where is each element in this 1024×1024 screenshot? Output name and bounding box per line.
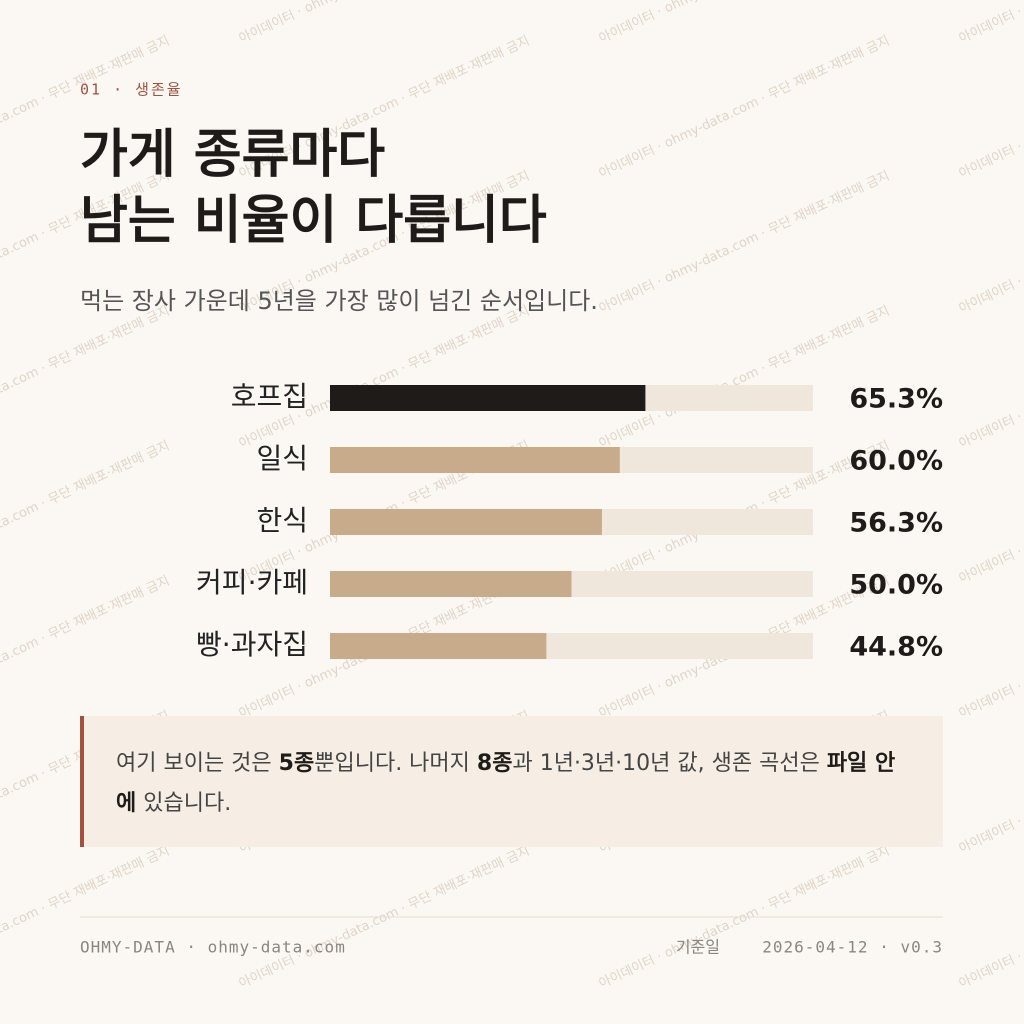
value-label: 44.8% — [849, 632, 943, 663]
note-text: 있습니다. — [136, 791, 232, 816]
title-line: 가게 종류마다 — [80, 125, 385, 185]
bar — [330, 633, 547, 659]
footer-date-label: 기준일 — [676, 938, 720, 957]
note-box: 여기 보이는 것은 5종뿐입니다. 나머지 8종과 1년·3년·10년 값, 생… — [80, 716, 943, 847]
note-emphasis: 5종 — [278, 751, 315, 776]
bar — [330, 447, 620, 473]
value-label: 60.0% — [849, 446, 943, 477]
title-line: 남는 비율이 다릅니다 — [80, 191, 547, 251]
note-emphasis: 8종 — [476, 751, 513, 776]
bar — [330, 509, 602, 535]
category-label: 호프집 — [231, 380, 308, 413]
subtitle: 먹는 장사 가운데 5년을 가장 많이 넘긴 순서입니다. — [80, 287, 598, 315]
value-label: 56.3% — [849, 508, 943, 539]
bar — [330, 571, 572, 597]
category-label: 빵·과자집 — [196, 628, 308, 661]
category-label: 커피·카페 — [196, 566, 308, 599]
note-text: 뿐입니다. 나머지 — [314, 751, 477, 776]
footer-version: 2026-04-12 · v0.3 — [762, 938, 943, 957]
footer-brand: OHMY-DATA · ohmy-data.com — [80, 938, 346, 957]
category-label: 일식 — [256, 442, 308, 475]
note-text: 과 1년·3년·10년 값, 생존 곡선은 — [512, 751, 827, 776]
category-label: 한식 — [256, 504, 308, 537]
eyebrow: 01 · 생존율 — [80, 81, 183, 99]
note-emphasis: 파일 안에 — [116, 751, 896, 816]
value-label: 50.0% — [849, 570, 943, 601]
value-label: 65.3% — [849, 384, 943, 415]
bar — [330, 385, 646, 411]
note-text: 여기 보이는 것은 — [116, 751, 279, 776]
